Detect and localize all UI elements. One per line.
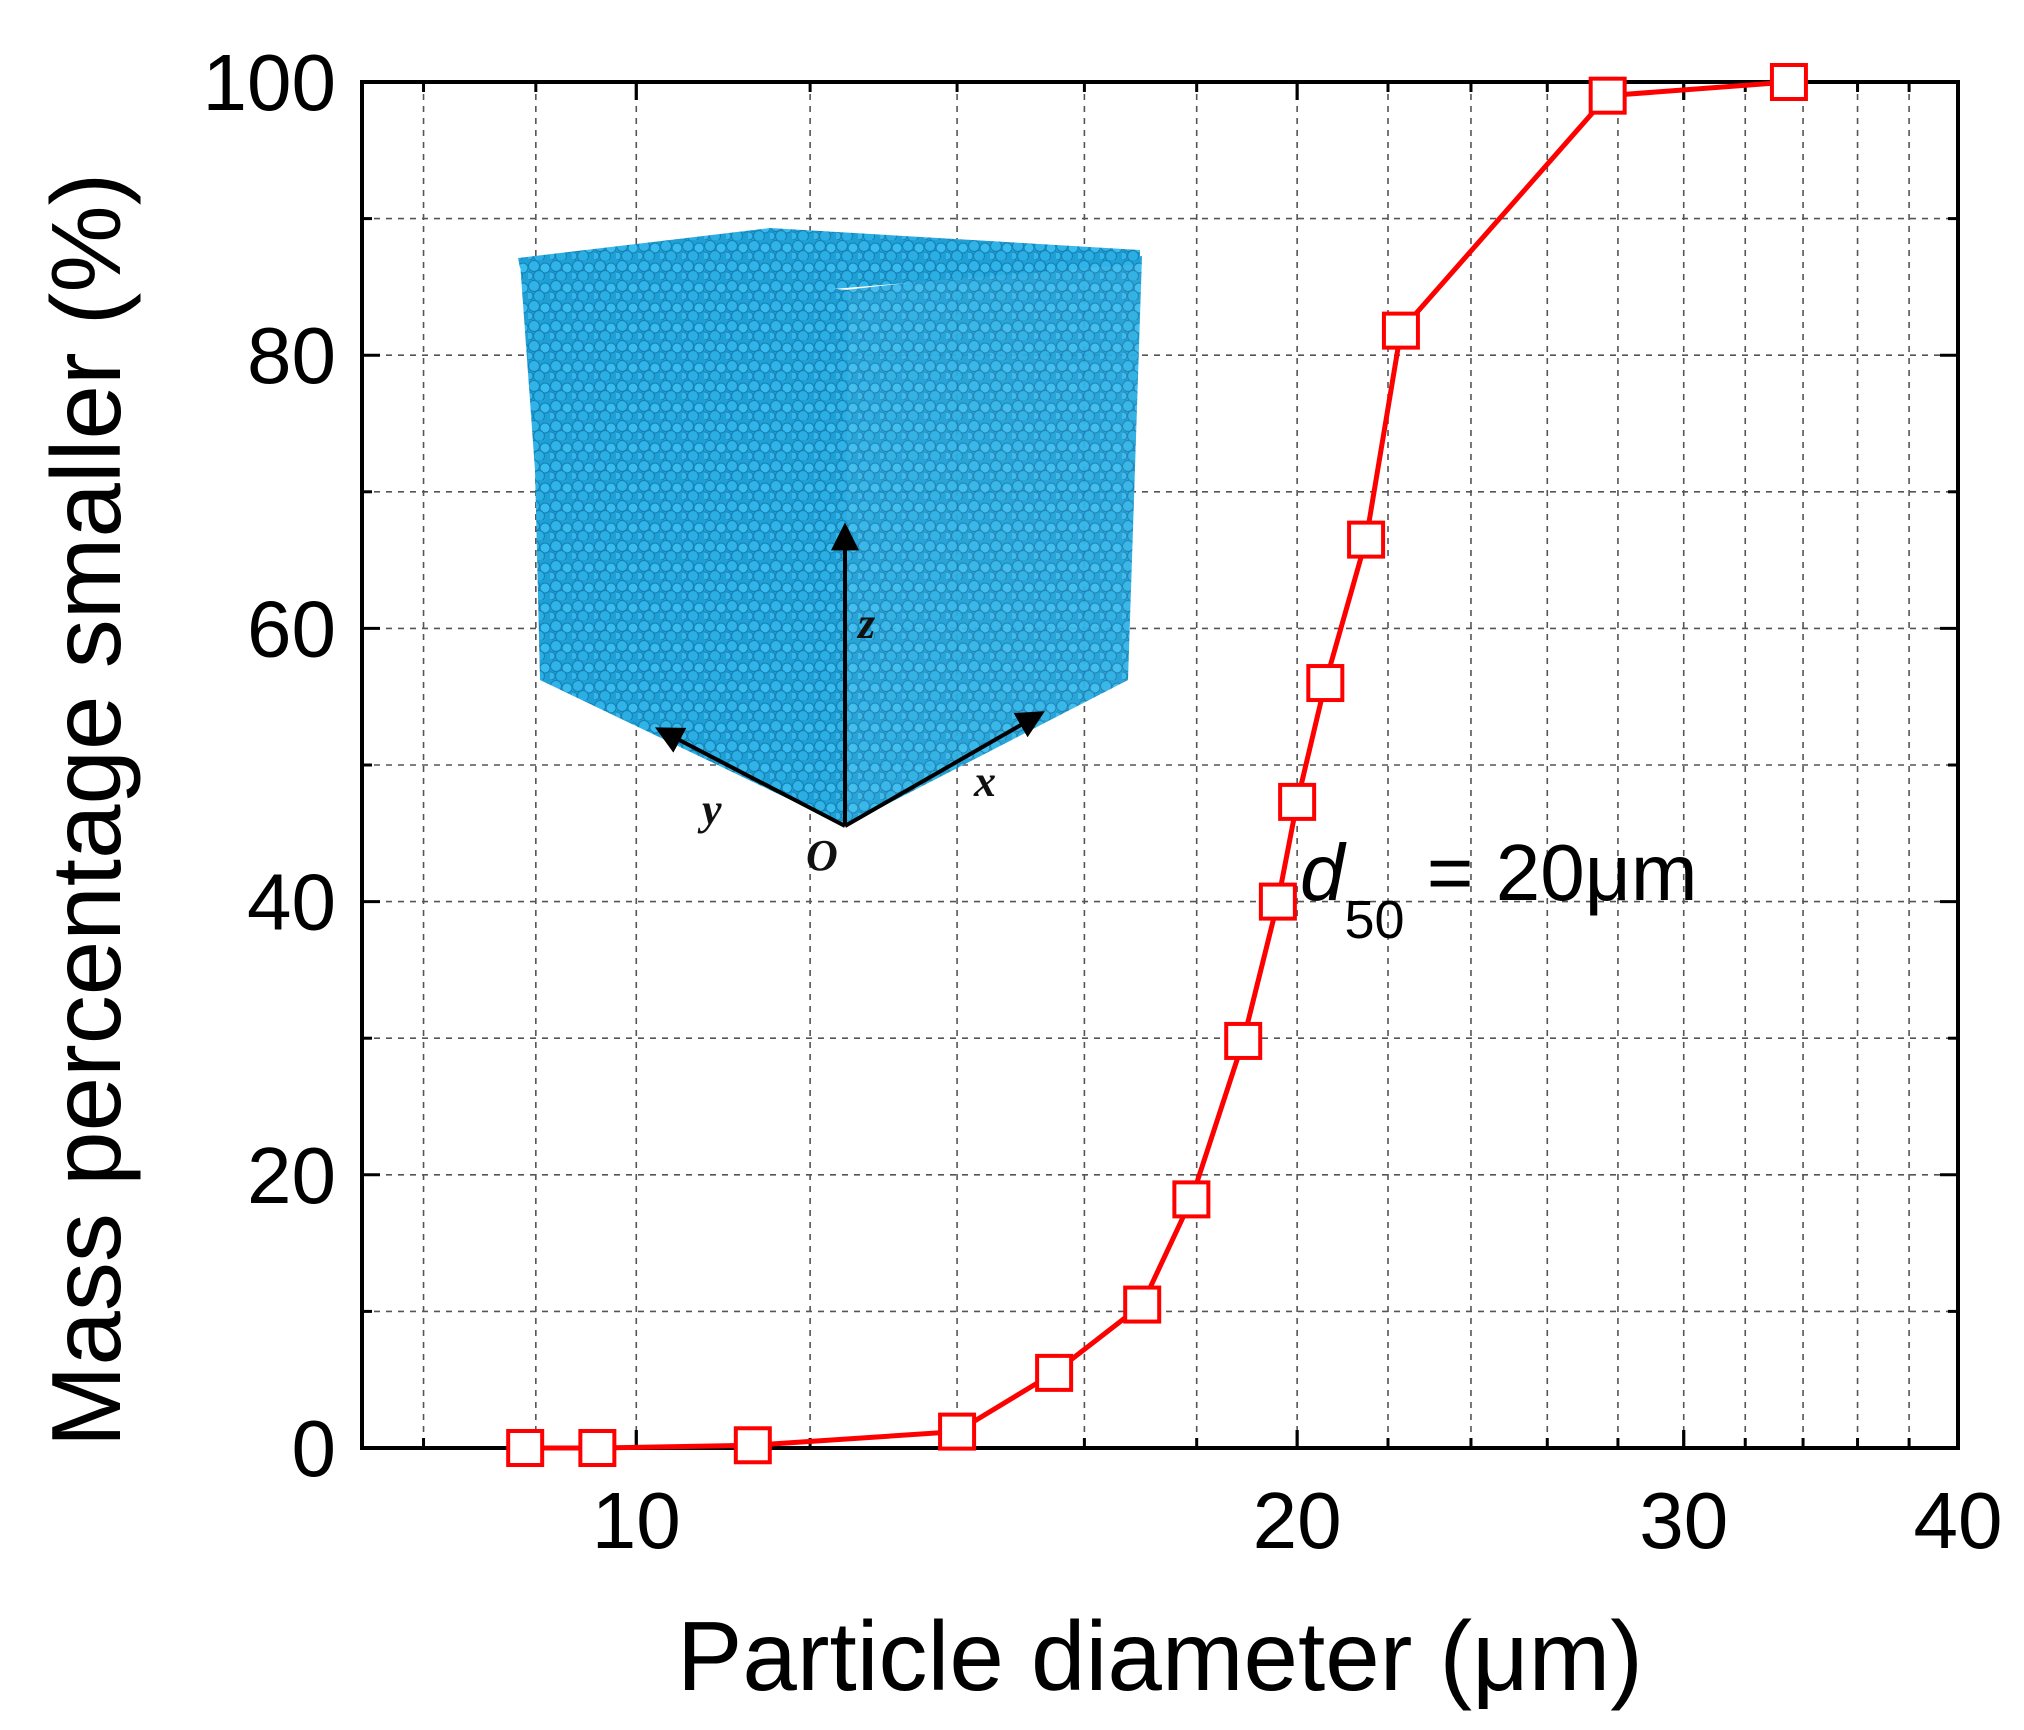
data-point-3 — [938, 1412, 977, 1451]
data-point-12 — [1381, 311, 1420, 350]
d50-symbol: d — [1300, 828, 1347, 917]
cube-left-face — [520, 262, 848, 826]
d50-annotation: d50 = 20μm — [1300, 828, 1697, 950]
x-axis-title: Particle diameter (μm) — [677, 1601, 1643, 1711]
d50-subscript: 50 — [1345, 890, 1405, 950]
x-tick-label-10: 10 — [592, 1476, 681, 1565]
x-tick-label-30: 30 — [1639, 1476, 1728, 1565]
y-axis-title: Mass percentage smaller (%) — [31, 173, 141, 1447]
y-tick-label-100: 100 — [203, 38, 336, 127]
data-point-13 — [1588, 76, 1627, 115]
data-point-2 — [733, 1426, 772, 1465]
data-point-7 — [1224, 1021, 1263, 1060]
label-layer: 10 20 30 40 0 20 40 60 80 100 — [203, 38, 2003, 1565]
data-point-0 — [506, 1429, 545, 1467]
inset-label-x: x — [973, 757, 996, 806]
data-point-1 — [578, 1429, 617, 1467]
data-point-6 — [1172, 1180, 1211, 1219]
data-point-10 — [1306, 664, 1345, 703]
particle-cube-inset: z x y O — [518, 228, 1142, 880]
inset-label-z: z — [856, 599, 875, 648]
data-point-4 — [1035, 1353, 1074, 1392]
inset-label-y: y — [697, 785, 722, 834]
x-tick-label-40: 40 — [1914, 1476, 2003, 1565]
data-point-5 — [1123, 1285, 1162, 1324]
x-axis-arrow — [844, 711, 1045, 828]
x-tick-label-20: 20 — [1253, 1476, 1342, 1565]
data-point-8 — [1258, 882, 1297, 921]
data-point-14 — [1769, 63, 1808, 101]
y-tick-label-60: 60 — [247, 584, 336, 673]
cube-right-face — [845, 256, 1142, 826]
data-point-11 — [1347, 520, 1386, 559]
inset-label-origin: O — [806, 831, 838, 880]
y-tick-label-80: 80 — [247, 311, 336, 400]
y-tick-label-0: 0 — [292, 1404, 337, 1493]
d50-value: = 20μm — [1405, 828, 1698, 917]
y-tick-label-40: 40 — [247, 858, 336, 947]
series-layer — [506, 63, 1808, 1467]
data-point-9 — [1278, 782, 1317, 821]
y-tick-label-20: 20 — [247, 1131, 336, 1220]
y-axis-arrow — [655, 727, 846, 828]
